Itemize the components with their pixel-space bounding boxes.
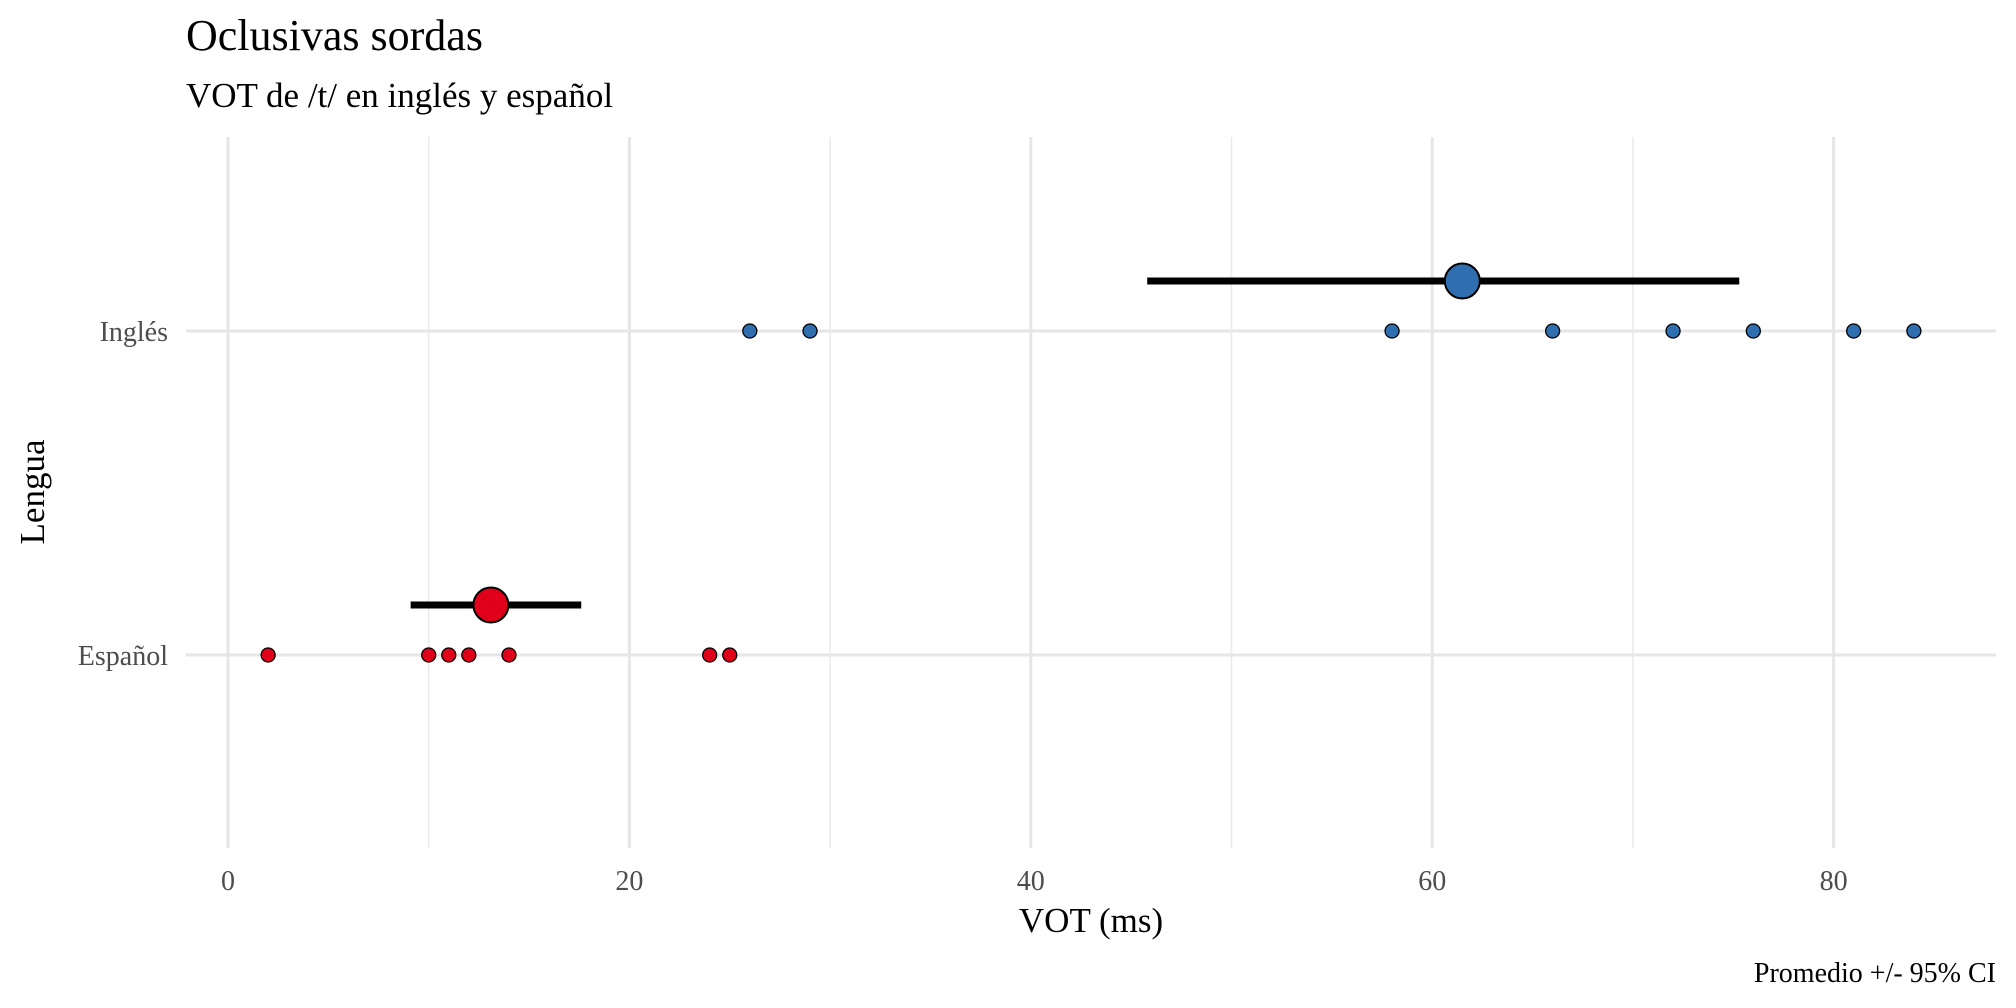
data-point [1745, 323, 1761, 339]
x-axis-title: VOT (ms) [1019, 901, 1163, 940]
data-point [461, 647, 477, 663]
x-tick-label: 40 [1017, 866, 1045, 897]
data-point [1544, 323, 1561, 339]
data-point [501, 647, 517, 663]
data-point [441, 647, 457, 663]
data-point [1846, 323, 1862, 339]
x-tick-label: 20 [615, 866, 643, 897]
data-layer [260, 262, 1922, 663]
grid [186, 137, 1996, 848]
chart-subtitle: VOT de /t/ en inglés y español [186, 76, 613, 115]
data-point [1906, 323, 1922, 339]
x-tick-label: 60 [1418, 866, 1446, 897]
x-tick-label: 80 [1820, 866, 1848, 897]
chart-caption: Promedio +/- 95% CI [1754, 958, 1996, 989]
labels: Oclusivas sordas VOT de /t/ en inglés y … [13, 11, 1996, 989]
y-axis-title: Lengua [13, 439, 52, 544]
y-tick-label: Inglés [100, 317, 168, 348]
data-point [702, 647, 718, 663]
data-point [802, 323, 818, 339]
chart-title: Oclusivas sordas [186, 11, 483, 60]
data-point [260, 647, 276, 663]
data-point [1665, 323, 1681, 339]
data-point [1384, 323, 1400, 339]
mean-point [472, 586, 510, 624]
data-point [742, 323, 758, 339]
x-tick-label: 0 [221, 866, 235, 897]
data-point [421, 647, 437, 663]
mean-point [1443, 262, 1481, 300]
y-tick-label: Español [78, 641, 168, 672]
data-point [722, 647, 738, 663]
